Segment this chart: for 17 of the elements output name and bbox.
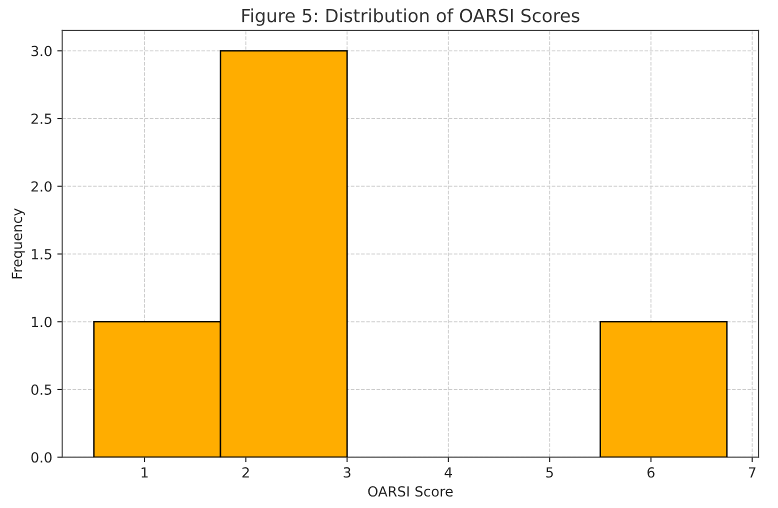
- y-tick-label: 1.5: [32, 249, 52, 260]
- x-tick-label: 4: [444, 467, 452, 478]
- x-tick-label: 1: [142, 467, 148, 478]
- y-tick-label: 2.5: [31, 114, 52, 124]
- x-tick-label: 6: [647, 467, 654, 478]
- y-tick-label: 3.0: [31, 46, 52, 56]
- y-tick-label: 2.0: [31, 181, 52, 192]
- x-tick-label: 2: [242, 467, 249, 478]
- y-axis-title: Frequency: [12, 208, 25, 278]
- y-tick-label: 0.5: [31, 384, 52, 395]
- x-tick-label: 3: [344, 467, 350, 478]
- x-axis-title: OARSI Score: [368, 486, 453, 497]
- y-tick-label: 0.0: [31, 452, 52, 463]
- x-tick-label: 5: [546, 467, 553, 478]
- chart-title: Figure 5: Distribution of OARSI Scores: [242, 8, 580, 26]
- y-tick-label: 1.0: [32, 316, 52, 328]
- x-tick-label: 7: [748, 467, 756, 478]
